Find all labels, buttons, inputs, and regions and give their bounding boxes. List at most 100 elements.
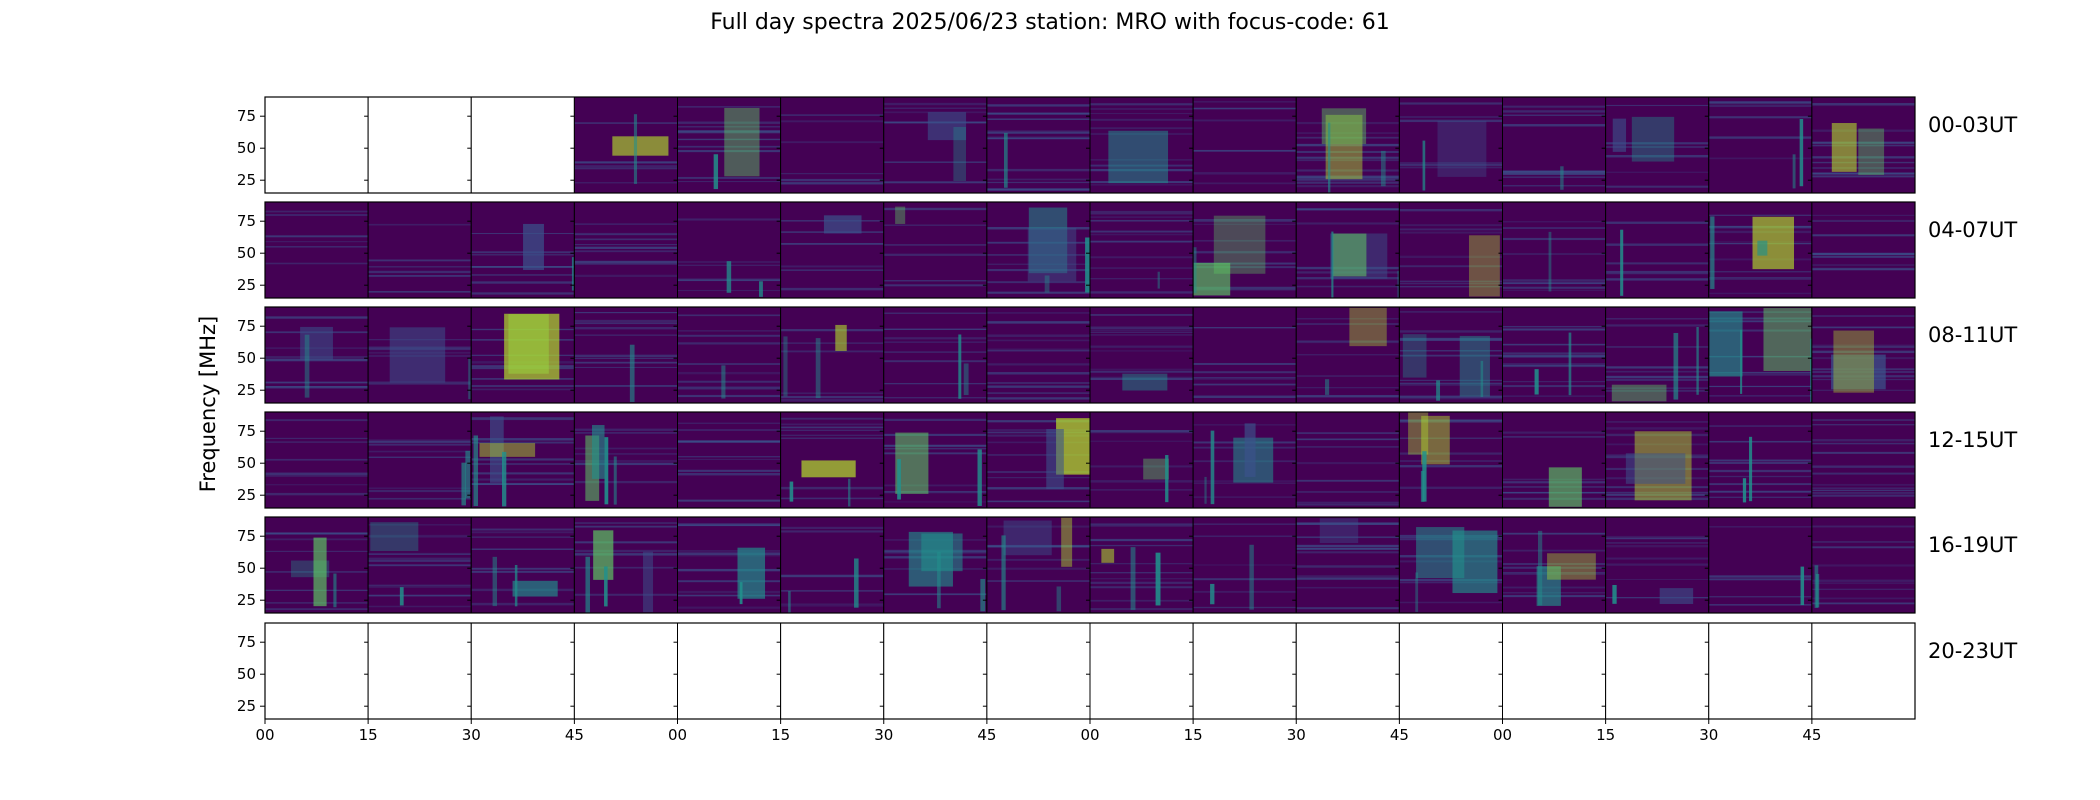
spectral-line [471, 417, 575, 420]
spectral-line [1399, 311, 1503, 313]
panel-background [883, 97, 987, 193]
spectral-line [471, 528, 575, 531]
spectral-line [1605, 154, 1709, 158]
spectral-line [986, 334, 1090, 337]
spectrum-panel [470, 411, 575, 509]
y-tick-label: 75 [237, 107, 256, 125]
burst-block [1003, 520, 1052, 556]
spectral-line [1193, 182, 1297, 185]
burst-block [1468, 235, 1500, 297]
burst-spike [789, 481, 794, 502]
spectral-line [471, 251, 575, 254]
spectral-line [368, 439, 472, 442]
spectral-line [368, 291, 472, 293]
burst-spike [783, 336, 788, 397]
spectrum-panel [367, 516, 472, 614]
spectral-line [1605, 389, 1709, 392]
burst-block [953, 126, 967, 182]
row-label: 16-19UT [1928, 533, 2018, 557]
spectral-line [677, 314, 781, 317]
spectral-line [1399, 601, 1503, 604]
x-tick-label: 45 [1802, 726, 1821, 744]
burst-spike [304, 334, 310, 398]
panel-background [1090, 517, 1194, 613]
spectral-line [1090, 430, 1194, 433]
burst-spike [1204, 476, 1207, 504]
spectral-line [986, 454, 1090, 456]
spectral-line [471, 548, 575, 550]
spectral-line [1090, 331, 1194, 333]
spectral-line [780, 486, 884, 490]
spectral-line [677, 180, 781, 183]
spectral-line [1193, 101, 1297, 103]
spectral-line [1708, 440, 1812, 443]
spectral-line [368, 443, 472, 446]
spectral-line [1193, 482, 1297, 484]
spectral-line [1605, 497, 1709, 501]
burst-block [1831, 354, 1886, 390]
spectral-line [1399, 437, 1503, 439]
panel-background [1811, 412, 1915, 508]
spectral-line [1090, 345, 1194, 348]
spectral-line [574, 165, 678, 167]
spectral-line [1502, 364, 1606, 367]
spectral-line [677, 580, 781, 583]
spectrum-panel [986, 411, 1091, 509]
spectral-line [1296, 277, 1400, 280]
spectral-line [986, 281, 1090, 283]
spectral-line [1090, 327, 1194, 330]
spectral-line [1399, 119, 1503, 123]
spectral-line [1605, 366, 1709, 369]
spectral-line [883, 328, 987, 330]
spectrum-panel [1502, 306, 1607, 404]
burst-block [1833, 330, 1874, 393]
spectral-line [1399, 383, 1503, 386]
spectral-line [1193, 606, 1297, 609]
spectral-line [986, 385, 1090, 388]
spectral-line [471, 232, 575, 235]
spectral-line [1502, 395, 1606, 397]
spectral-line [1090, 278, 1194, 280]
panel-background [574, 517, 678, 613]
burst-spike [1792, 154, 1796, 189]
y-tick-label: 50 [237, 244, 256, 262]
spectral-line [1811, 167, 1915, 169]
spectral-line [1708, 469, 1812, 473]
spectral-line [265, 419, 369, 422]
spectrum-panel [1295, 516, 1400, 614]
spectral-line [1708, 578, 1812, 581]
burst-spike [633, 114, 638, 184]
x-tick-label: 00 [1493, 726, 1512, 744]
burst-spike [461, 462, 466, 506]
spectrum-panel [677, 306, 782, 404]
spectrum-panel [1192, 622, 1297, 720]
spectrum-panel [1089, 411, 1194, 509]
spectral-line [1605, 564, 1709, 566]
spectral-line [1399, 379, 1503, 381]
spectral-line [1296, 150, 1400, 154]
spectral-line [677, 176, 781, 179]
spectral-line [1605, 491, 1709, 493]
spectral-line [368, 560, 472, 562]
spectral-line [986, 339, 1090, 342]
spectral-line [1193, 149, 1297, 152]
spectral-line [574, 553, 678, 556]
spectral-line [780, 437, 884, 439]
row-frame [264, 516, 1916, 614]
spectral-line [1502, 328, 1606, 331]
panel-background [780, 517, 884, 613]
spectral-line [677, 472, 781, 476]
spectral-line [471, 536, 575, 538]
spectral-line [677, 469, 781, 472]
burst-spike [854, 558, 859, 608]
spectral-line [1399, 280, 1503, 282]
spectral-line [574, 319, 678, 323]
spectral-line [677, 458, 781, 460]
spectral-line [574, 244, 678, 246]
spectral-line [1090, 118, 1194, 121]
spectral-line [1708, 490, 1812, 493]
spectral-line [1811, 144, 1915, 147]
spectral-line [1193, 327, 1297, 329]
spectral-line [780, 269, 884, 271]
